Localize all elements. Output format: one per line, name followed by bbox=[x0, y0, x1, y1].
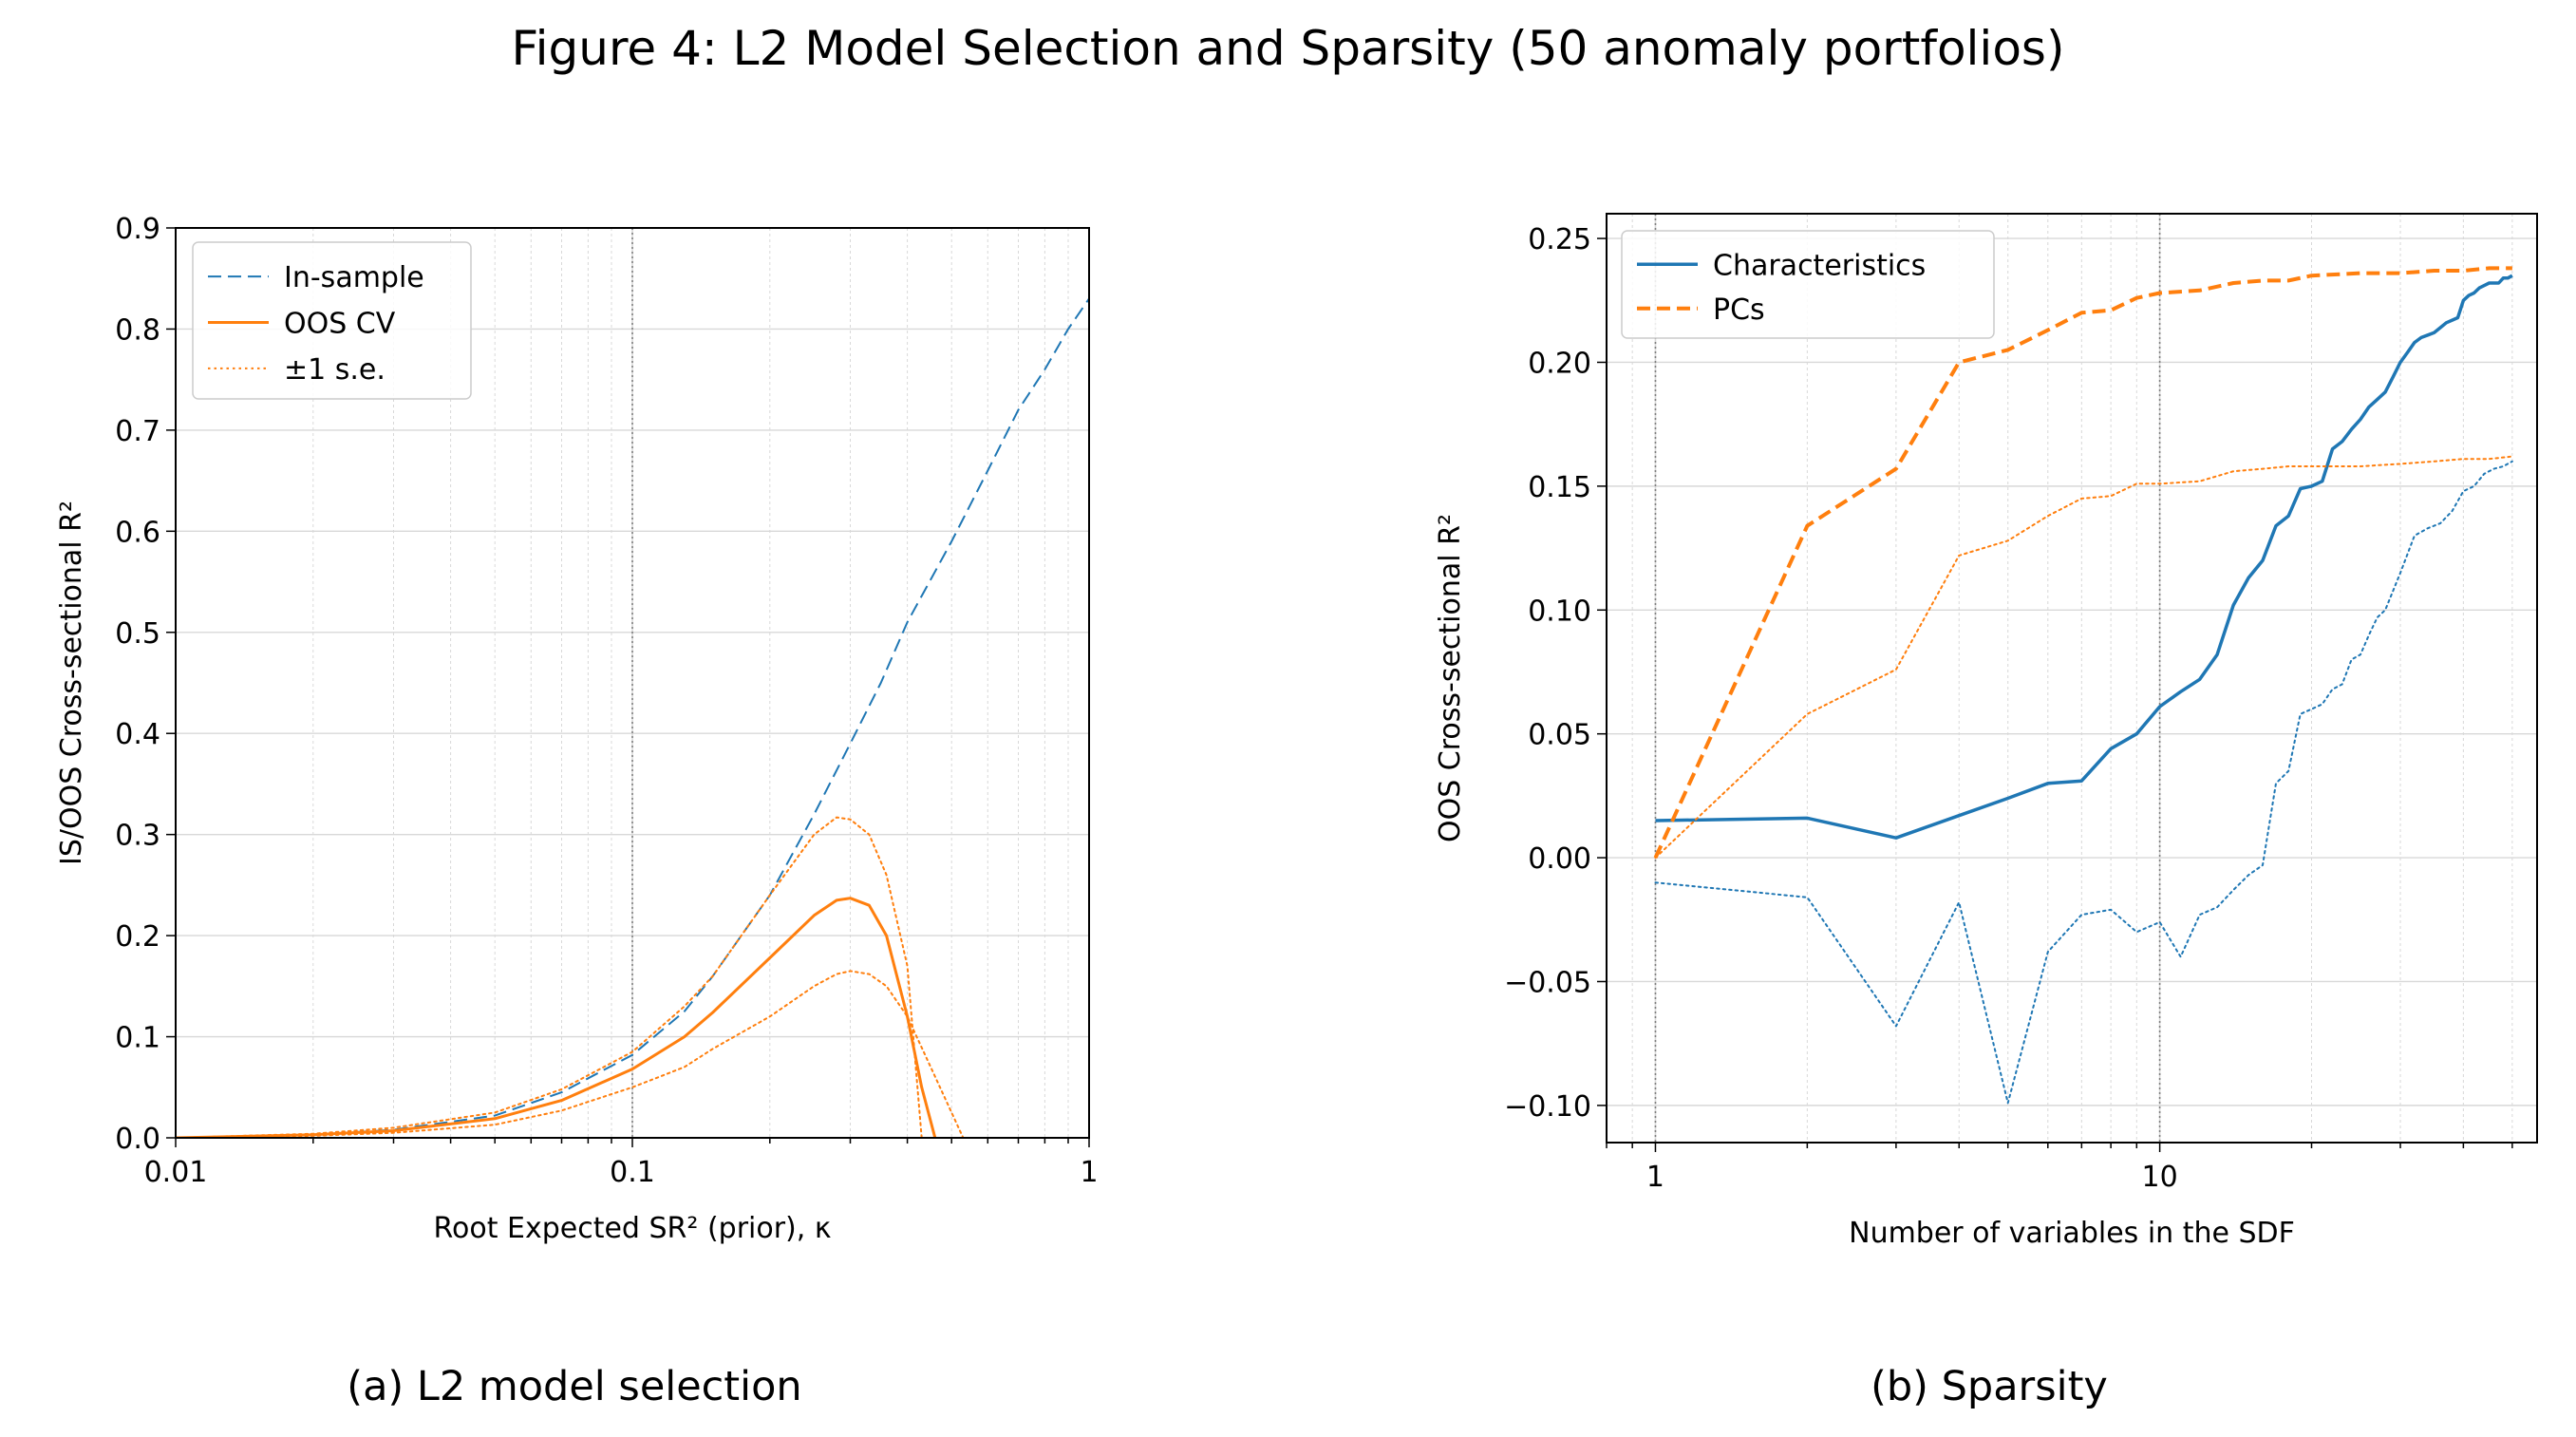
x-tick-label: 1 bbox=[1646, 1161, 1664, 1194]
series-line-band-3 bbox=[1654, 455, 2513, 860]
legend-box bbox=[192, 241, 472, 400]
panel-a: 0.01 0.1 1 0.0 0.1 0.2 0.3 0.4 0.5 0.6 0.7 0.8 0.9 Ro… bbox=[55, 213, 1099, 1245]
y-tick-label: 0.00 bbox=[1528, 842, 1591, 876]
y-tick-label: 0.2 bbox=[115, 920, 160, 954]
legend-box bbox=[1621, 230, 1995, 339]
y-tick-label: 0.25 bbox=[1528, 223, 1591, 256]
legend-label: Characteristics bbox=[1713, 249, 1926, 282]
x-tick-label: 1 bbox=[1080, 1156, 1098, 1189]
y-axis-label: OOS Cross-sectional R² bbox=[1434, 514, 1467, 842]
plot-frame bbox=[1606, 213, 2538, 1144]
y-tick-label: 0.20 bbox=[1528, 347, 1591, 380]
legend-label: OOS CV bbox=[284, 308, 396, 341]
series-line-in-sample bbox=[176, 297, 1089, 1138]
panel-b: 1 10 −0.10 −0.05 0.00 0.05 0.10 0.15 0.20 0.25 Num… bbox=[1434, 213, 2538, 1250]
y-tick-label: 0.1 bbox=[115, 1022, 160, 1055]
y-tick-label: 0.7 bbox=[115, 415, 160, 448]
legend-label: In-sample bbox=[284, 261, 424, 294]
y-tick-label: 0.3 bbox=[115, 820, 160, 853]
figure-title: Figure 4: L2 Model Selection and Sparsit… bbox=[511, 21, 2065, 76]
series-line-characteristics bbox=[1655, 274, 2513, 840]
x-tick-label: 0.01 bbox=[144, 1156, 208, 1189]
series-line-oos-cv bbox=[176, 897, 937, 1138]
series-line-band-3 bbox=[176, 970, 965, 1138]
y-tick-label: −0.05 bbox=[1504, 966, 1591, 999]
x-axis-label: Number of variables in the SDF bbox=[1849, 1217, 2295, 1250]
y-tick-label: 0.10 bbox=[1528, 595, 1591, 628]
y-tick-label: 0.5 bbox=[115, 617, 160, 651]
y-axis-label: IS/OOS Cross-sectional R² bbox=[55, 501, 88, 865]
x-tick-label: 0.1 bbox=[610, 1156, 655, 1189]
y-tick-label: 0.0 bbox=[115, 1123, 160, 1156]
y-tick-label: 0.05 bbox=[1528, 719, 1591, 752]
caption-panel-b: (b) Sparsity bbox=[1871, 1363, 2108, 1410]
legend-label: ±1 s.e. bbox=[284, 353, 385, 387]
y-tick-label: 0.15 bbox=[1528, 471, 1591, 504]
series-line-pcs bbox=[1653, 266, 2512, 859]
series-line-band-2 bbox=[1654, 460, 2513, 1105]
y-tick-label: 0.6 bbox=[115, 516, 160, 549]
x-tick-label: 10 bbox=[2142, 1161, 2178, 1194]
y-tick-label: 0.4 bbox=[115, 718, 160, 751]
series-line-1-s-e bbox=[176, 816, 923, 1138]
legend-label: PCs bbox=[1713, 293, 1765, 327]
x-axis-label: Root Expected SR² (prior), κ bbox=[433, 1212, 831, 1245]
y-tick-label: −0.10 bbox=[1504, 1090, 1591, 1124]
caption-panel-a: (a) L2 model selection bbox=[347, 1363, 802, 1410]
y-tick-label: 0.8 bbox=[115, 313, 160, 347]
y-tick-label: 0.9 bbox=[115, 213, 160, 246]
